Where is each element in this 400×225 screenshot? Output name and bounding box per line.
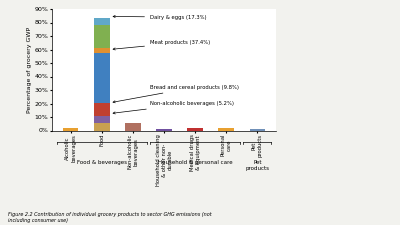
Bar	[63, 128, 78, 130]
Text: Dairy & eggs (17.3%): Dairy & eggs (17.3%)	[113, 15, 207, 20]
Bar	[156, 129, 172, 130]
Bar	[125, 123, 141, 130]
Bar	[94, 25, 110, 48]
Bar	[94, 53, 110, 103]
Bar	[94, 123, 110, 130]
Text: Bread and cereal products (9.8%): Bread and cereal products (9.8%)	[113, 85, 239, 103]
Text: Pet
products: Pet products	[245, 160, 269, 171]
Text: Household & personal care: Household & personal care	[158, 160, 232, 165]
Bar	[94, 103, 110, 116]
Bar	[94, 48, 110, 53]
Bar	[187, 128, 203, 130]
Text: Meat products (37.4%): Meat products (37.4%)	[113, 40, 210, 50]
Bar	[218, 128, 234, 130]
Y-axis label: Percentage of grocery GWP: Percentage of grocery GWP	[27, 27, 32, 113]
Bar	[250, 129, 265, 130]
Text: Figure 2.2 Contribution of individual grocery products to sector GHG emissions (: Figure 2.2 Contribution of individual gr…	[8, 212, 212, 223]
Bar	[94, 18, 110, 25]
Text: Non-alcoholic beverages (5.2%): Non-alcoholic beverages (5.2%)	[113, 101, 234, 114]
Bar	[94, 116, 110, 123]
Text: Food & beverages: Food & beverages	[77, 160, 127, 165]
